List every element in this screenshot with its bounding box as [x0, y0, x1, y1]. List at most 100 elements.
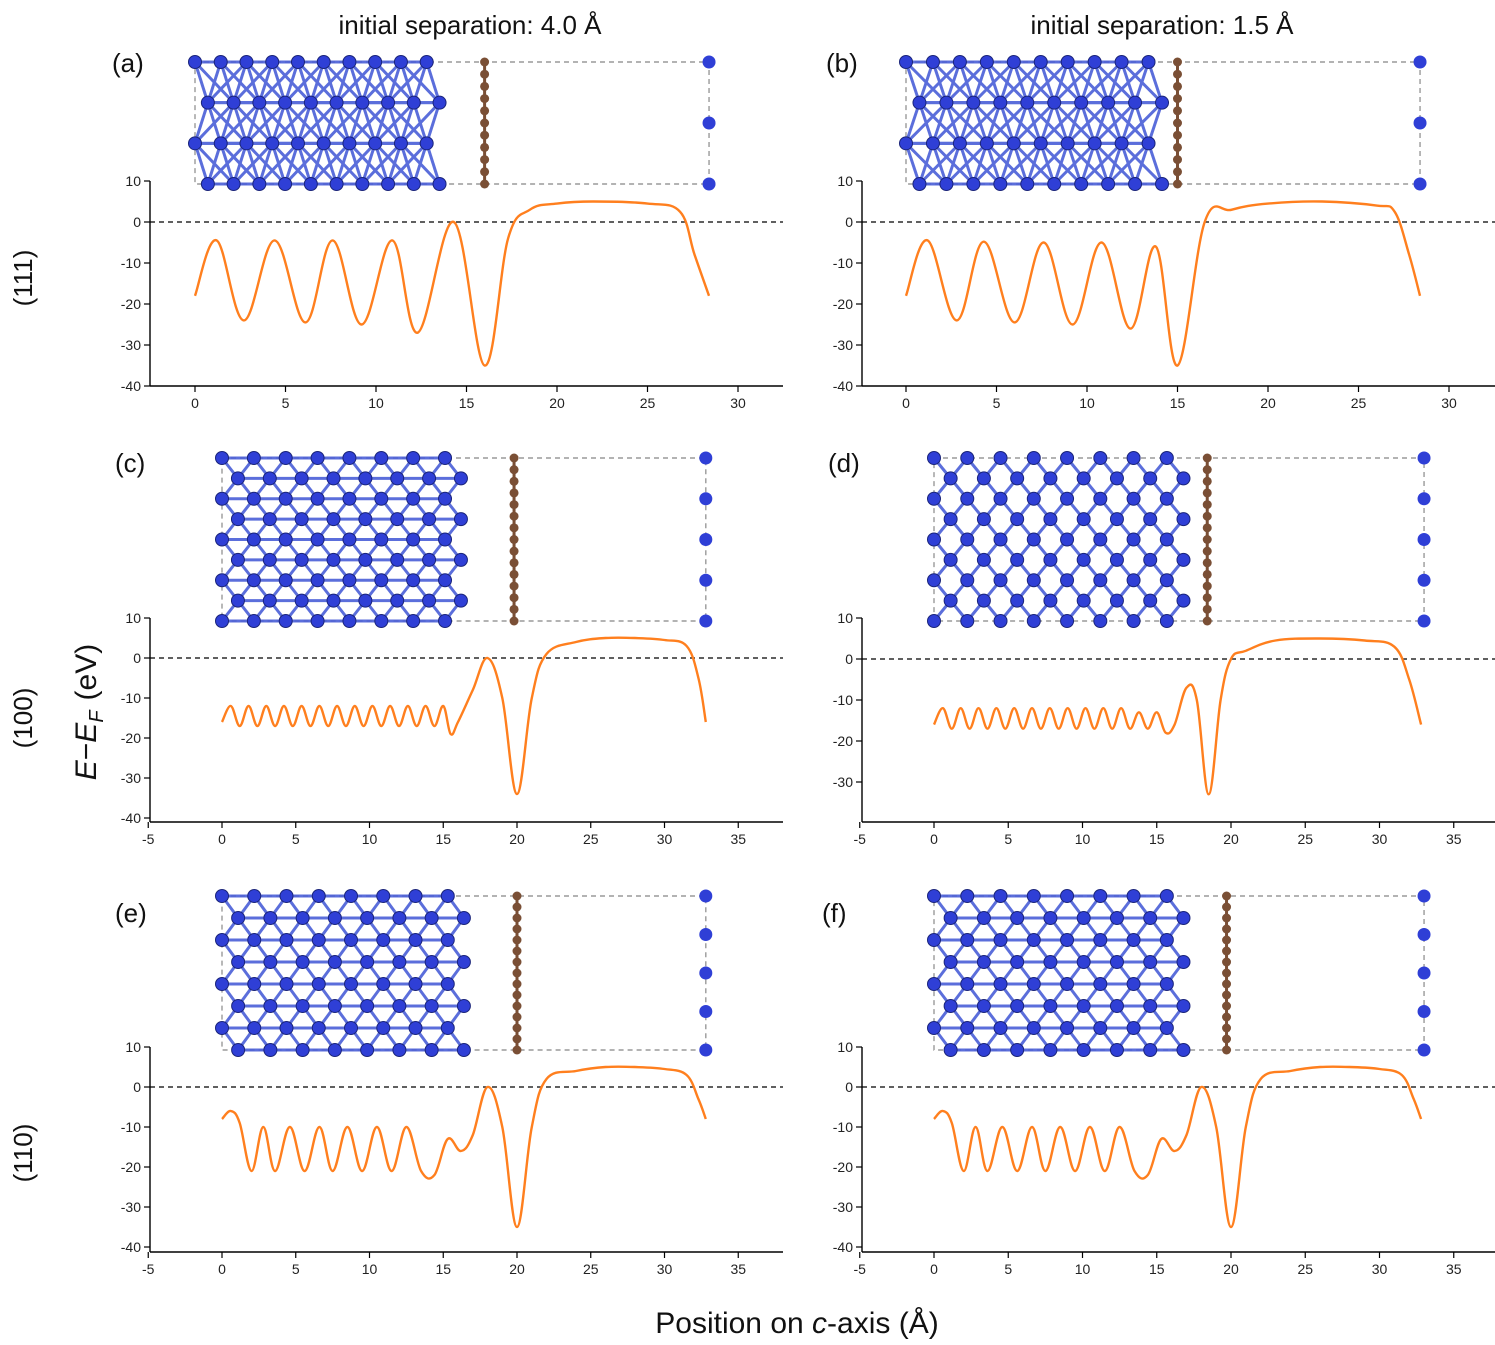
- atom: [392, 999, 407, 1013]
- atom: [278, 532, 293, 547]
- sheet-atom: [1222, 913, 1232, 923]
- sheet-atom: [1222, 946, 1232, 956]
- atom: [927, 532, 941, 547]
- sheet-atom: [1202, 569, 1212, 579]
- atom: [960, 977, 975, 991]
- atom: [1114, 55, 1129, 69]
- sheet-atom: [480, 155, 490, 165]
- atom: [303, 177, 318, 191]
- bond: [945, 142, 988, 186]
- atom-image: [702, 55, 716, 69]
- sheet-atom: [512, 1023, 522, 1033]
- atom: [1159, 451, 1174, 465]
- atom: [993, 177, 1008, 191]
- sheet-atom: [1173, 130, 1182, 140]
- bond: [296, 101, 338, 145]
- atom-image: [699, 533, 713, 546]
- x-tick-label: 0: [930, 831, 938, 847]
- structure-1: [899, 55, 1427, 191]
- y-tick-label: -30: [833, 774, 853, 790]
- y-tick-label: -10: [833, 1119, 853, 1135]
- bond: [425, 142, 441, 185]
- bond: [1066, 101, 1110, 145]
- y-tick-label: -40: [833, 378, 853, 394]
- atom-image: [1417, 1043, 1431, 1057]
- sheet-atom: [509, 453, 519, 463]
- atom: [279, 1021, 294, 1035]
- sheet-atom: [512, 1034, 522, 1044]
- atom: [316, 136, 331, 151]
- sheet-atom: [512, 1045, 522, 1055]
- x-tick-label: 25: [1297, 1261, 1313, 1277]
- atom: [278, 451, 293, 465]
- atom: [1010, 999, 1025, 1013]
- x-tick-label: -5: [854, 1261, 867, 1277]
- atom: [1176, 552, 1191, 567]
- bond: [1080, 60, 1123, 104]
- atom-image: [1417, 492, 1431, 506]
- atom: [392, 1043, 407, 1057]
- atom: [925, 55, 940, 69]
- atom: [230, 512, 245, 527]
- atom: [246, 491, 261, 506]
- panel-label: (d): [828, 448, 860, 478]
- atom: [247, 933, 262, 947]
- atom: [406, 95, 421, 110]
- atom: [1109, 955, 1124, 969]
- y-tick-label: -30: [121, 770, 141, 786]
- atom: [392, 955, 407, 969]
- bond: [270, 102, 287, 144]
- atom: [1143, 471, 1158, 486]
- x-tick-label: 10: [362, 1261, 378, 1277]
- atom: [453, 512, 468, 527]
- atom: [1026, 451, 1041, 465]
- atom: [215, 451, 229, 465]
- atom-image: [1413, 55, 1427, 69]
- atom: [1010, 471, 1025, 486]
- atom: [943, 955, 958, 969]
- structure-0: [188, 55, 716, 191]
- atom: [1126, 451, 1141, 465]
- structure-2: [215, 451, 713, 628]
- x-tick-label: 25: [1351, 395, 1367, 411]
- atom: [327, 999, 342, 1013]
- bond: [1012, 102, 1029, 144]
- atom: [358, 593, 373, 608]
- sheet-atom: [480, 81, 490, 91]
- y-tick-label: -40: [121, 378, 141, 394]
- atom: [419, 55, 434, 69]
- x-tick-label: 0: [218, 831, 226, 847]
- panel-a: (a) -40 -30 -20 -10 0 10 0 5 10 15 20 25 30: [112, 48, 783, 411]
- sheet-atom: [509, 546, 519, 556]
- bond: [931, 102, 948, 144]
- atom: [960, 889, 975, 903]
- atom: [295, 911, 310, 925]
- y-tick-label: 10: [837, 1039, 853, 1055]
- sheet-atom: [1202, 535, 1212, 544]
- atom: [230, 471, 245, 486]
- x-tick-label: 30: [657, 1261, 673, 1277]
- atom: [424, 911, 439, 925]
- atom: [393, 55, 408, 69]
- atom: [1020, 95, 1035, 110]
- panel-label: (c): [115, 448, 145, 478]
- atom: [246, 573, 261, 588]
- atom-image: [1417, 573, 1431, 587]
- bond: [296, 102, 313, 144]
- atom: [406, 614, 421, 628]
- atom: [1143, 593, 1158, 608]
- atom: [976, 552, 991, 567]
- bond: [399, 101, 441, 145]
- bond: [998, 61, 1016, 104]
- atom: [1026, 1021, 1041, 1035]
- atom: [213, 136, 228, 151]
- atom: [993, 889, 1008, 903]
- sheet-atom: [509, 500, 519, 510]
- bond: [412, 61, 429, 104]
- bond: [348, 101, 390, 145]
- x-tick-label: 15: [1149, 831, 1165, 847]
- atom: [1126, 614, 1141, 628]
- atom: [1043, 1043, 1058, 1057]
- atom: [406, 491, 421, 506]
- bond: [245, 101, 287, 145]
